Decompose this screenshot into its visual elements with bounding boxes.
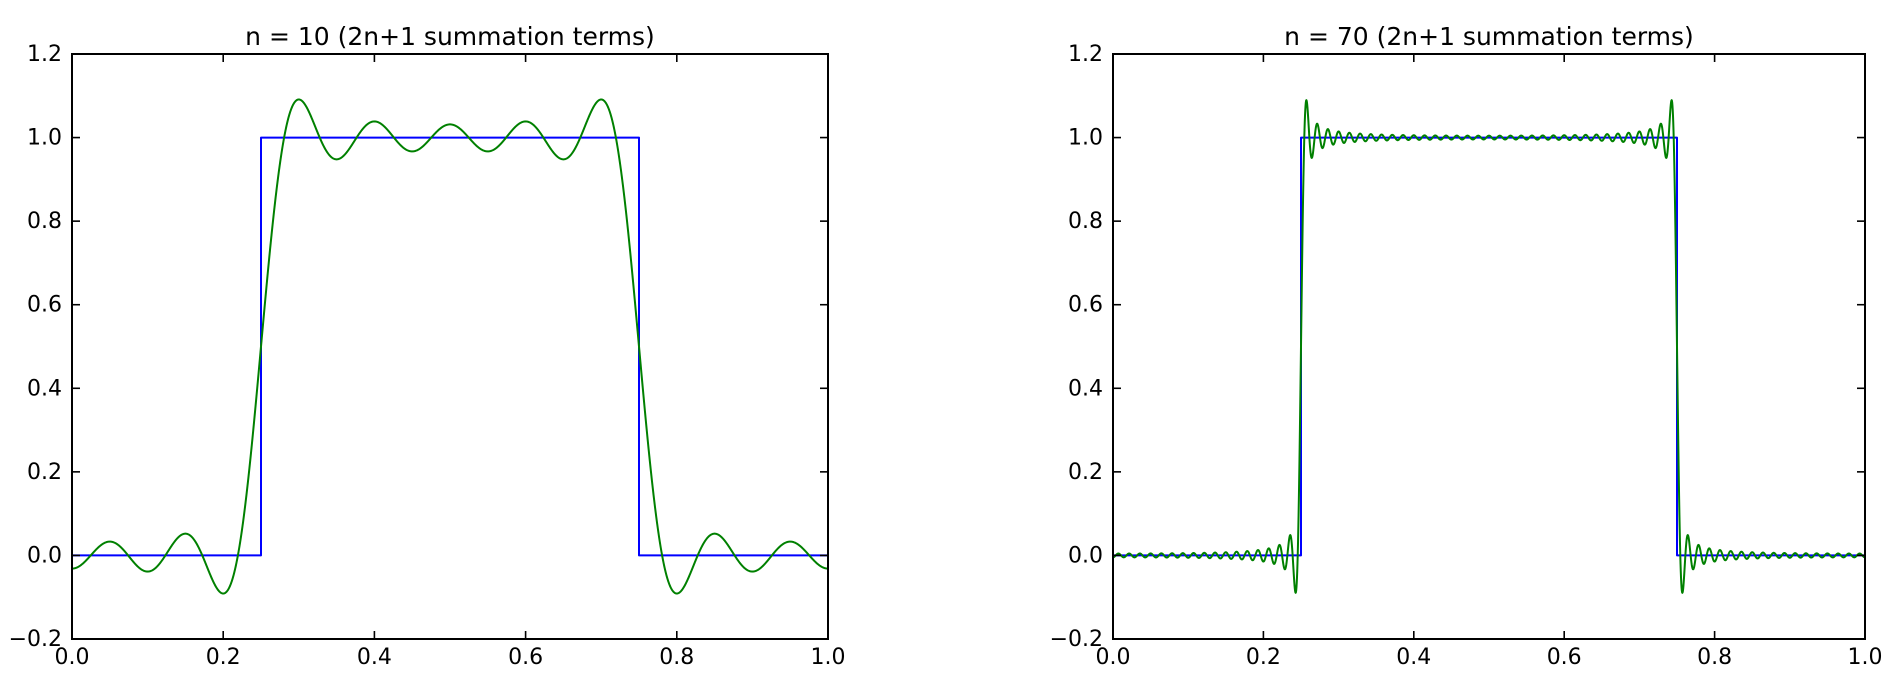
axes-spines [1112, 53, 1866, 640]
x-tick-label: 1.0 [811, 645, 846, 670]
y-tick-label: 0.8 [27, 209, 62, 234]
x-tick-label: 0.4 [357, 645, 392, 670]
x-tick-label: 0.6 [1547, 645, 1582, 670]
y-tick-label: 1.0 [1068, 126, 1103, 151]
x-tick-label: 0.0 [1096, 645, 1131, 670]
y-tick-label: 0.6 [27, 293, 62, 318]
x-tick-label: 0.0 [55, 645, 90, 670]
x-tick-label: 0.8 [659, 645, 694, 670]
y-tick-label: 0.6 [1068, 293, 1103, 318]
y-tick-label: −0.2 [1050, 627, 1103, 652]
axes-2: 0.0 0.2 0.4 0.6 0.8 1.0−0.20.00.20.40.60.81.0… [1050, 22, 1883, 670]
y-tick-label: 1.0 [27, 126, 62, 151]
x-tick-label: 1.0 [1848, 645, 1883, 670]
y-tick-label: 0.2 [27, 460, 62, 485]
series-fourier-partial-sum-line [71, 98, 829, 595]
x-tick-label: 0.8 [1697, 645, 1732, 670]
y-tick-label: 0.2 [1068, 460, 1103, 485]
axes-1: 0.0 0.2 0.4 0.6 0.8 1.0−0.20.00.20.40.60.81.0… [9, 22, 846, 670]
y-tick-label: 0.0 [27, 543, 62, 568]
series-fourier-partial-sum-line [1112, 99, 1866, 594]
series-square-wave-line [1113, 136, 1865, 557]
y-tick-label: 0.4 [1068, 376, 1103, 401]
axes-spines [71, 53, 829, 640]
y-tick-label: 1.2 [27, 42, 62, 67]
x-tick-label: 0.6 [508, 645, 543, 670]
x-tick-label: 0.2 [206, 645, 241, 670]
y-tick-label: 0.0 [1068, 543, 1103, 568]
plot-title: n = 10 (2n+1 summation terms) [245, 22, 655, 51]
series-square-wave-line [72, 136, 828, 557]
x-tick-label: 0.4 [1396, 645, 1431, 670]
x-tick-label: 0.2 [1246, 645, 1281, 670]
plot-title: n = 70 (2n+1 summation terms) [1284, 22, 1694, 51]
y-tick-label: 0.8 [1068, 209, 1103, 234]
y-tick-label: 0.4 [27, 376, 62, 401]
y-tick-label: −0.2 [9, 627, 62, 652]
y-tick-label: 1.2 [1068, 42, 1103, 67]
